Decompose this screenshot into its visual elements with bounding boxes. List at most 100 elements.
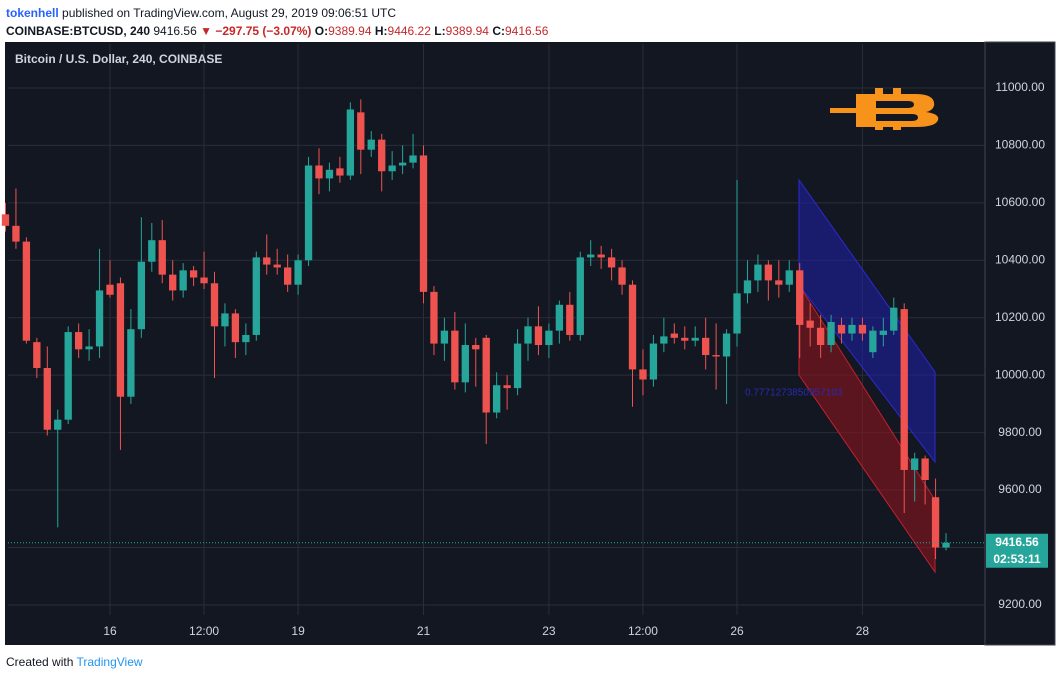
y-tick-label: 9800.00 bbox=[998, 425, 1042, 439]
footer-text: Created with bbox=[6, 655, 74, 669]
candle-body bbox=[691, 337, 699, 341]
o-label: O: bbox=[314, 24, 329, 38]
candle-body bbox=[545, 330, 553, 346]
x-tick-label: 26 bbox=[730, 624, 744, 638]
candles bbox=[1, 99, 985, 559]
candle-body bbox=[283, 267, 292, 285]
x-tick-label: 12:00 bbox=[628, 624, 658, 638]
candle-body bbox=[116, 283, 125, 397]
l-label: L: bbox=[434, 24, 446, 38]
candle-body bbox=[534, 326, 543, 346]
candle-body bbox=[189, 270, 198, 278]
last-price-label: 9416.56 bbox=[995, 535, 1039, 549]
bitcoin-logo bbox=[830, 88, 939, 130]
candle-body bbox=[148, 240, 156, 262]
header-line-1: tokenhell published on TradingView.com, … bbox=[6, 4, 548, 22]
candle-body bbox=[242, 334, 250, 343]
candle-body bbox=[367, 139, 375, 150]
h-label: H: bbox=[374, 24, 388, 38]
candle-body bbox=[681, 337, 689, 341]
candle-body bbox=[492, 385, 501, 413]
candle-body bbox=[754, 264, 762, 281]
o-value: 9389.94 bbox=[328, 24, 372, 38]
y-tick-label: 10800.00 bbox=[995, 138, 1045, 152]
candle-body bbox=[325, 169, 334, 179]
candle-body bbox=[722, 333, 731, 357]
candle-body bbox=[12, 225, 20, 242]
candle-body bbox=[597, 254, 605, 258]
author: tokenhell bbox=[6, 6, 59, 20]
x-tick-label: 28 bbox=[856, 624, 870, 638]
y-tick-label: 10000.00 bbox=[995, 367, 1045, 381]
candle-body bbox=[890, 307, 898, 331]
candle-body bbox=[210, 283, 219, 327]
last: 9416.56 bbox=[153, 24, 197, 38]
candle-body bbox=[273, 264, 281, 268]
candle-body bbox=[576, 257, 584, 335]
header: tokenhell published on TradingView.com, … bbox=[6, 4, 548, 40]
x-tick-label: 12:00 bbox=[189, 624, 219, 638]
down-arrow: ▼ bbox=[200, 24, 212, 38]
c-label: C: bbox=[492, 24, 505, 38]
candle-body bbox=[837, 324, 846, 334]
candle-body bbox=[378, 139, 386, 172]
candle-body bbox=[315, 165, 323, 179]
candle-body bbox=[263, 257, 271, 265]
candle-body bbox=[743, 280, 752, 294]
candle-body bbox=[221, 313, 229, 327]
candle-body bbox=[566, 304, 574, 335]
candle-body bbox=[1, 214, 10, 226]
candle-body bbox=[827, 322, 835, 346]
candle-body bbox=[158, 240, 166, 275]
last-price-tag bbox=[986, 533, 1048, 568]
candle-body bbox=[451, 330, 459, 383]
footer: Created with TradingView bbox=[6, 655, 143, 669]
candle-body bbox=[304, 165, 313, 261]
candle-body bbox=[806, 320, 814, 328]
l-value: 9389.94 bbox=[445, 24, 489, 38]
candle-body bbox=[398, 162, 407, 166]
y-tick-label: 9600.00 bbox=[998, 482, 1042, 496]
x-tick-label: 19 bbox=[291, 624, 305, 638]
candle-body bbox=[33, 342, 41, 368]
candle-body bbox=[921, 458, 929, 481]
candle-body bbox=[911, 458, 919, 470]
candle-body bbox=[785, 270, 793, 285]
candle-body bbox=[618, 267, 626, 285]
y-tick-label: 10400.00 bbox=[995, 252, 1045, 266]
candle-body bbox=[440, 330, 449, 344]
candle-body bbox=[64, 332, 72, 420]
candle-body bbox=[127, 329, 135, 397]
candle-body bbox=[796, 270, 804, 325]
candle-body bbox=[461, 345, 469, 383]
c-value: 9416.56 bbox=[504, 24, 549, 38]
footer-brand[interactable]: TradingView bbox=[76, 655, 143, 669]
candle-body bbox=[95, 290, 104, 347]
candle-body bbox=[848, 324, 856, 334]
candle-body bbox=[294, 260, 302, 285]
candle-body bbox=[137, 261, 146, 330]
candle-body bbox=[388, 165, 396, 172]
candle-body bbox=[869, 330, 877, 353]
channel-lower bbox=[798, 283, 936, 574]
y-axis: 9200.009400.009600.009800.0010000.001020… bbox=[986, 80, 1048, 611]
candle-body bbox=[43, 367, 51, 430]
candle-body bbox=[931, 497, 940, 548]
candle-body bbox=[430, 291, 438, 344]
candle-body bbox=[74, 332, 83, 350]
candle-body bbox=[252, 257, 260, 335]
y-tick-label: 10600.00 bbox=[995, 195, 1045, 209]
candle-body bbox=[775, 280, 783, 285]
candle-body bbox=[639, 369, 647, 380]
y-tick-label: 10200.00 bbox=[995, 310, 1045, 324]
symbol: COINBASE:BTCUSD, 240 bbox=[6, 24, 151, 38]
candle-body bbox=[231, 313, 240, 343]
candle-body bbox=[169, 274, 177, 291]
x-tick-label: 23 bbox=[542, 624, 556, 638]
y-tick-label: 11000.00 bbox=[995, 80, 1044, 94]
candle-body bbox=[513, 343, 522, 389]
y-tick-label: 9200.00 bbox=[998, 597, 1042, 611]
candle-body bbox=[555, 304, 564, 331]
candle-body bbox=[900, 309, 908, 470]
